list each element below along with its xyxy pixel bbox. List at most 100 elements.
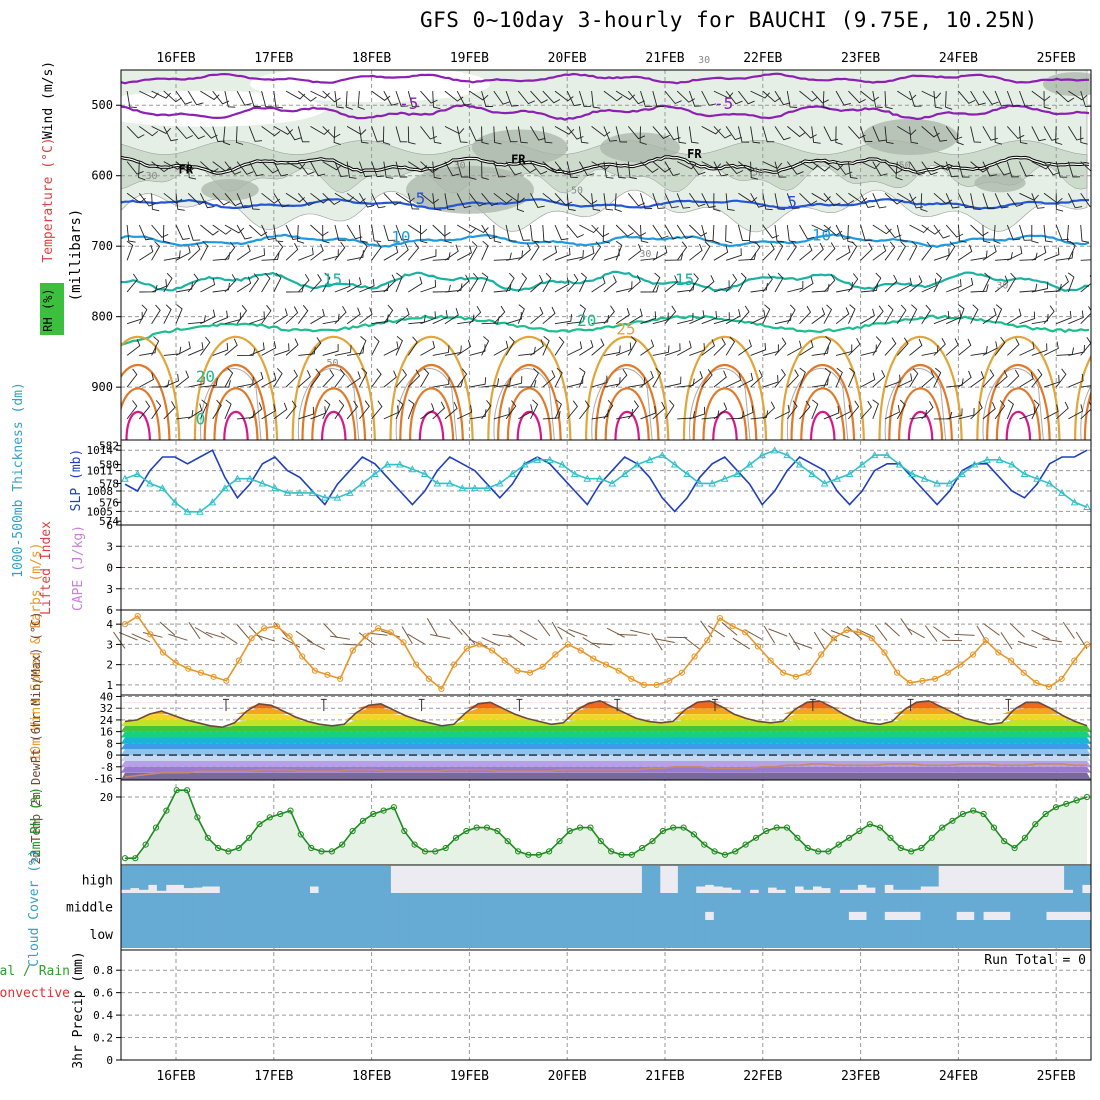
wind-barb <box>212 282 230 293</box>
thickness-point-38 <box>595 474 604 482</box>
wind-barb <box>249 402 263 420</box>
wind-barb <box>248 193 260 210</box>
wind-speed-point-47 <box>716 615 724 622</box>
rh-point-67 <box>815 848 822 855</box>
cloud-row-label-2: low <box>90 928 114 943</box>
diurnal-isotherm-7-3 <box>907 410 934 440</box>
wind-speed-point-58 <box>856 629 863 636</box>
cloud-middle-6 <box>174 893 185 920</box>
wind-barb <box>848 90 866 104</box>
isotherm-label-12: 20 <box>196 367 215 386</box>
wind-barb <box>188 376 205 388</box>
wind-barb <box>591 126 611 137</box>
rh-point-42 <box>556 838 563 845</box>
cloud-middle-54 <box>606 893 616 920</box>
wind-barb <box>285 126 302 141</box>
wind-barb <box>762 375 779 388</box>
temp-band-11 <box>121 708 1091 715</box>
wind-barb <box>689 161 706 176</box>
wind-barbs <box>126 90 1091 420</box>
isotherm-label-2: FR <box>179 163 194 177</box>
cloud-low-106 <box>1073 920 1083 948</box>
wind-barb <box>872 272 882 293</box>
wind-barb <box>334 345 352 356</box>
surface-wind-barb <box>582 637 601 649</box>
wind-barb <box>774 404 790 420</box>
wind-barb <box>1080 385 1091 388</box>
cloud-middle-86 <box>893 893 903 912</box>
wind-barb <box>578 90 592 107</box>
date-bottom-1: 17FEB <box>254 1069 293 1084</box>
wind-barb <box>1068 90 1088 101</box>
cloud-middle-29 <box>381 893 391 920</box>
rh-point-53 <box>670 824 677 831</box>
cloud-high-23 <box>327 866 337 893</box>
rh-point-90 <box>1052 804 1060 811</box>
cloud-middle-102 <box>1037 893 1047 920</box>
wind-barb <box>516 193 525 213</box>
rh-point-15 <box>277 810 284 818</box>
thickness-point-26 <box>445 479 454 487</box>
wind-barb <box>420 90 438 104</box>
thickness-point-8 <box>221 484 229 492</box>
wind-barb <box>346 400 359 420</box>
wind-barb <box>1068 344 1085 356</box>
rh-dark-patch-6 <box>201 179 259 201</box>
thickness-point-18 <box>346 488 354 496</box>
wind-barb <box>1080 401 1091 420</box>
wind-barb <box>884 274 898 293</box>
isotherm-20 <box>121 314 1090 347</box>
wind-barb <box>774 272 784 293</box>
tick-label-temp-4: 8 <box>106 737 113 750</box>
wind-barb <box>921 401 934 420</box>
cloud-high-85 <box>884 866 894 885</box>
wind-barb <box>860 283 879 293</box>
surface-wind-barb <box>592 642 613 646</box>
wind-barb <box>895 161 903 181</box>
frame-thick <box>120 439 1092 526</box>
rh-point-88 <box>1032 821 1039 828</box>
wind-barb <box>236 305 248 324</box>
wind-barb <box>945 224 964 238</box>
wind-barb <box>1043 192 1063 204</box>
wind-barb <box>811 346 829 356</box>
thickness-point-16 <box>321 493 329 501</box>
surface-wind-barb <box>430 634 450 639</box>
wind-barb <box>1019 126 1028 145</box>
rh-point-11 <box>235 844 242 852</box>
wind-barb <box>469 224 489 234</box>
wind-barb <box>921 161 938 176</box>
cloud-middle-23 <box>327 893 337 920</box>
wind-speed-point-48 <box>729 623 736 630</box>
wind-barb <box>676 340 692 356</box>
wind-barb <box>958 407 975 420</box>
dewpt-line <box>124 763 1087 778</box>
cloud-middle-75 <box>794 893 804 920</box>
wind-barb <box>652 161 671 173</box>
wind-barb <box>187 126 205 140</box>
wind-barb <box>212 310 228 325</box>
cloud-low-16 <box>264 920 275 948</box>
wind-barb <box>444 283 463 293</box>
wind-barb <box>701 161 722 170</box>
tick-label-wind-3: 4 <box>106 618 113 631</box>
cloud-high-26 <box>354 866 364 893</box>
wind-speed-point-10 <box>248 635 255 642</box>
rh-line <box>125 789 1088 859</box>
wind-barb <box>371 368 382 388</box>
rh-point-80 <box>949 817 956 824</box>
wind-barb <box>1055 90 1075 103</box>
wind-barb <box>126 126 145 139</box>
cloud-middle-2 <box>139 893 149 920</box>
wind-barb <box>1007 308 1022 325</box>
wind-barb <box>468 161 477 180</box>
cloud-low-103 <box>1046 920 1056 948</box>
wind-barb <box>407 90 420 108</box>
wind-barb <box>725 224 733 244</box>
wind-barb <box>163 90 182 103</box>
wind-barb <box>627 126 646 140</box>
wind-barb <box>505 126 518 143</box>
wind-barb <box>664 275 678 293</box>
wind-barb <box>493 192 513 204</box>
wind-barb <box>395 243 409 261</box>
